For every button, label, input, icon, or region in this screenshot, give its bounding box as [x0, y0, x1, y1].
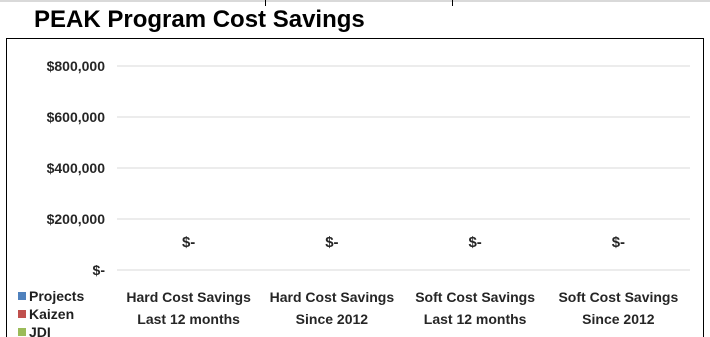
- legend-swatch: [18, 310, 26, 318]
- y-tick-label: $600,000: [47, 109, 106, 125]
- legend-item: JDI: [18, 323, 84, 337]
- data-label: $-: [325, 234, 338, 251]
- x-tick-label: Last 12 months: [137, 311, 240, 327]
- y-tick-label: $800,000: [47, 58, 106, 74]
- y-tick-label: $200,000: [47, 211, 106, 227]
- legend-item: Projects: [18, 287, 84, 305]
- x-tick-label: Soft Cost Savings: [415, 289, 535, 305]
- x-tick-label: Soft Cost Savings: [558, 289, 678, 305]
- legend-label: Projects: [29, 288, 85, 304]
- chart-legend: Projects Kaizen JDI: [18, 287, 84, 337]
- x-tick-label: Since 2012: [582, 311, 655, 327]
- y-tick-label: $400,000: [47, 160, 106, 176]
- top-divider-tick: [265, 0, 266, 6]
- top-divider-tick: [452, 0, 453, 6]
- legend-swatch: [18, 292, 26, 300]
- legend-swatch: [18, 328, 26, 336]
- y-tick-label: $-: [93, 262, 106, 278]
- data-label: $-: [612, 234, 625, 251]
- legend-item: Kaizen: [18, 305, 84, 323]
- x-tick-label: Hard Cost Savings: [270, 289, 395, 305]
- legend-label: Kaizen: [29, 306, 75, 322]
- data-label: $-: [182, 234, 195, 251]
- top-divider: [0, 0, 710, 2]
- chart-area-frame: [6, 38, 704, 337]
- data-label: $-: [468, 234, 481, 251]
- chart-title: PEAK Program Cost Savings: [34, 6, 365, 33]
- x-tick-label: Last 12 months: [424, 311, 527, 327]
- legend-label: JDI: [29, 324, 51, 337]
- x-tick-label: Hard Cost Savings: [126, 289, 251, 305]
- x-tick-label: Since 2012: [296, 311, 369, 327]
